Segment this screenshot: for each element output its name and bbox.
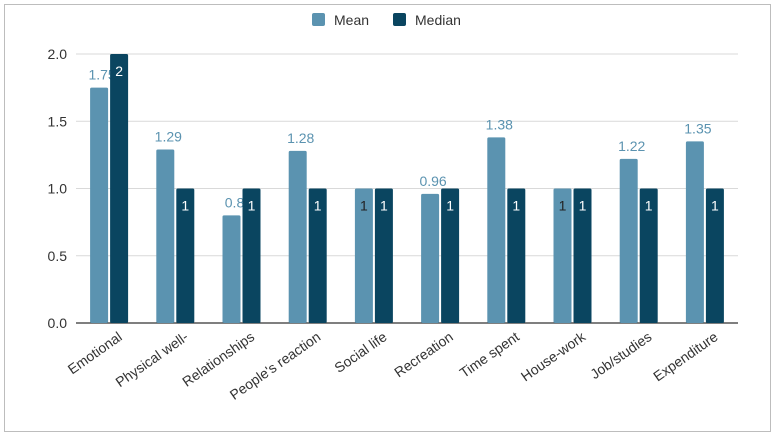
x-tick-label: Job/studies [587, 328, 654, 382]
y-tick-label: 0.0 [48, 315, 68, 331]
x-tick-label: Recreation [391, 328, 456, 380]
bar-median [639, 188, 658, 323]
bar-median [705, 188, 724, 323]
data-label-median: 1 [711, 198, 719, 214]
data-label-median: 1 [380, 198, 388, 214]
data-label-median: 1 [314, 198, 322, 214]
x-tick-label: Time spent [457, 328, 523, 381]
bar-mean [487, 137, 506, 323]
bar-median [507, 188, 526, 323]
bar-mean [553, 188, 572, 323]
x-tick-label: House-work [518, 328, 589, 385]
data-label-mean: 1.75 [88, 67, 115, 83]
bar-mean [421, 193, 440, 323]
gridlines [76, 53, 738, 324]
data-label-median: 1 [446, 198, 454, 214]
x-tick-label: Expenditure [650, 328, 721, 384]
bar-mean [685, 141, 704, 323]
y-tick-label: 2.0 [48, 46, 68, 62]
bar-mean [90, 87, 109, 323]
data-label-mean: 1 [559, 198, 567, 214]
data-label-mean: 1.38 [486, 116, 513, 132]
data-label-mean: 1.29 [155, 128, 182, 144]
bar-median [308, 188, 327, 323]
data-label-median: 1 [512, 198, 520, 214]
bar-median [242, 188, 261, 323]
bar-median [573, 188, 592, 323]
x-tick-label: Social life [331, 328, 389, 376]
data-label-mean: 0.8 [225, 194, 245, 210]
data-label-median: 1 [645, 198, 653, 214]
bar-mean [288, 150, 307, 323]
legend-label-mean: Mean [334, 12, 369, 28]
data-label-mean: 1.22 [618, 138, 645, 154]
bar-mean [619, 158, 638, 323]
bar-median [441, 188, 460, 323]
legend: Mean Median [312, 12, 461, 28]
y-tick-label: 0.5 [48, 248, 68, 264]
data-label-mean: 1.28 [287, 130, 314, 146]
data-label-mean: 1.35 [684, 120, 711, 136]
bar-mean [156, 149, 175, 323]
y-tick-label: 1.0 [48, 181, 68, 197]
y-tick-label: 1.5 [48, 113, 68, 129]
bar-mean [354, 188, 373, 323]
data-label-mean: 1 [360, 198, 368, 214]
x-tick-label: Physical well- [112, 328, 191, 390]
data-label-median: 2 [115, 63, 123, 79]
legend-swatch-median [393, 13, 406, 26]
legend-swatch-mean [312, 13, 325, 26]
data-label-median: 1 [579, 198, 587, 214]
bar-median [110, 54, 129, 323]
y-axis: 0.0 0.5 1.0 1.5 2.0 [48, 46, 68, 331]
legend-label-median: Median [415, 12, 461, 28]
bar-mean [222, 215, 241, 323]
bar-median [374, 188, 393, 323]
data-label-mean: 0.96 [419, 173, 446, 189]
data-label-median: 1 [248, 198, 256, 214]
data-label-median: 1 [181, 198, 189, 214]
bar-median [176, 188, 195, 323]
x-tick-label: Emotional [65, 328, 125, 377]
